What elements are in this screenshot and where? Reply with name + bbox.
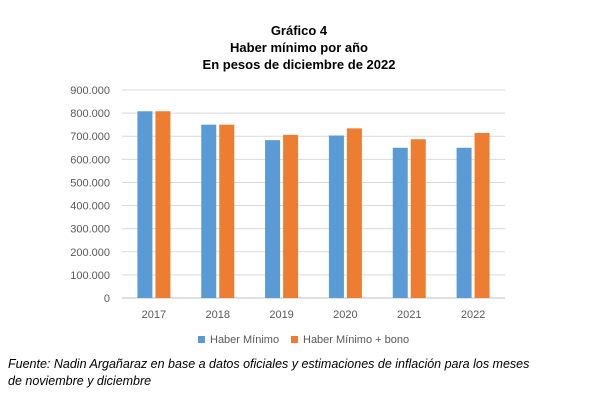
x-tick-label: 2021 [397,309,421,321]
x-tick-label: 2019 [269,309,293,321]
bar-haber-minimo-bono-2020 [346,128,362,298]
source-line-1: Fuente: Nadin Argañaraz en base a datos … [8,357,530,371]
y-tick-label: 700.000 [70,131,110,143]
chart-subtitle: En pesos de diciembre de 2022 [202,57,396,72]
source-note: Fuente: Nadin Argañaraz en base a datos … [8,356,588,390]
y-tick-label: 100.000 [70,270,110,282]
legend-haber-minimo-bono-label: Haber Mínimo + bono [303,334,409,346]
y-tick-label: 900.000 [70,85,110,97]
bar-haber-minimo-2017 [137,111,153,298]
bar-haber-minimo-bono-2022 [474,132,490,298]
bar-haber-minimo-2021 [392,147,408,298]
legend-haber-minimo-bono-swatch [291,336,298,343]
chart-label: Gráfico 4 [270,23,328,38]
bar-haber-minimo-2020 [328,135,344,298]
x-tick-label: 2020 [333,309,357,321]
x-tick-label: 2022 [461,309,485,321]
y-tick-label: 500.000 [70,177,110,189]
y-tick-label: 800.000 [70,108,110,120]
y-tick-label: 200.000 [70,247,110,259]
chart-title-block: Gráfico 4 Haber mínimo por año En pesos … [0,22,598,73]
x-tick-label: 2017 [142,309,166,321]
x-tick-label: 2018 [206,309,230,321]
y-tick-label: 300.000 [70,224,110,236]
bar-haber-minimo-2018 [201,124,217,299]
bar-haber-minimo-2022 [456,147,472,298]
legend-haber-minimo-swatch [198,336,205,343]
bar-haber-minimo-bono-2019 [283,134,299,298]
y-tick-label: 600.000 [70,154,110,166]
y-tick-label: 0 [104,293,110,305]
source-line-2: de noviembre y diciembre [8,374,152,388]
legend-haber-minimo-label: Haber Mínimo [210,334,279,346]
y-tick-label: 400.000 [70,201,110,213]
chart-title: Haber mínimo por año [230,40,368,55]
bar-haber-minimo-bono-2018 [219,124,235,299]
bar-haber-minimo-bono-2021 [410,139,426,298]
bar-haber-minimo-2019 [265,140,281,298]
bar-haber-minimo-bono-2017 [155,111,171,298]
